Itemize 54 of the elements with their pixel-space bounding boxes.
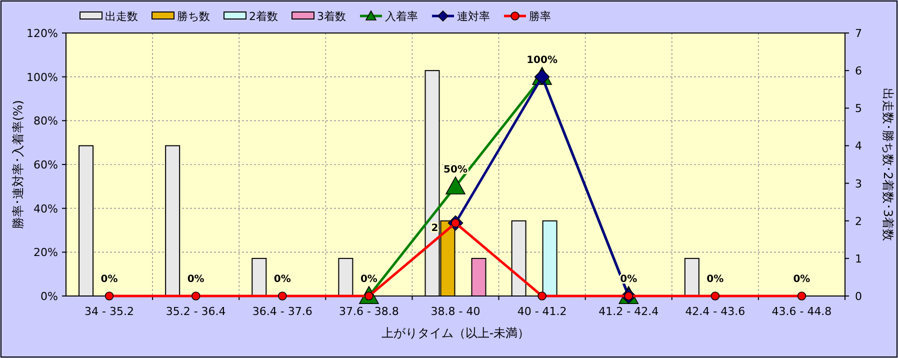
point	[538, 292, 546, 300]
x-axis-title: 上がりタイム（以上-未満）	[381, 326, 530, 340]
data-label: 100%	[526, 54, 558, 66]
x-tick-label: 38.8 - 40	[430, 305, 480, 318]
x-tick-label: 34 - 35.2	[84, 305, 134, 318]
data-label: 50%	[444, 164, 468, 176]
legend-label: 3着数	[317, 10, 346, 23]
legend-label: 出走数	[105, 10, 138, 23]
legend-label: 連対率	[457, 10, 490, 23]
y2-tick-label: 7	[855, 27, 862, 40]
x-tick-label: 41.2 - 42.4	[598, 305, 659, 318]
x-tick-label: 36.4 - 37.6	[252, 305, 312, 318]
x-tick-label: 35.2 - 36.4	[166, 305, 226, 318]
data-label: 0%	[274, 274, 291, 285]
legend-label: 勝率	[529, 10, 551, 23]
bar	[165, 145, 180, 296]
y2-tick-label: 5	[855, 102, 862, 116]
data-label: 0%	[706, 274, 724, 285]
bar	[252, 258, 267, 296]
y-tick-label: 60%	[34, 158, 58, 172]
y2-tick-label: 0	[855, 290, 862, 303]
point	[710, 292, 720, 300]
legend-label: 入着率	[385, 10, 418, 23]
point	[797, 292, 806, 300]
y-tick-label: 20%	[34, 246, 58, 260]
y2-axis-title: 出走数･勝ち数･2着数･3着数	[881, 88, 895, 242]
data-label: 0%	[360, 274, 378, 285]
data-label: 0%	[793, 274, 810, 285]
x-tick-label: 40 - 41.2	[517, 305, 567, 318]
legend-label: 勝ち数	[177, 10, 210, 23]
y2-tick-label: 3	[855, 177, 862, 190]
data-label: 0%	[187, 274, 204, 285]
y2-tick-label: 1	[855, 252, 862, 266]
y2-tick-label: 6	[855, 64, 862, 78]
legend-label: 2着数	[249, 10, 278, 23]
x-tick-label: 37.6 - 38.8	[338, 305, 399, 318]
y-tick-label: 40%	[34, 202, 58, 216]
y-tick-label: 80%	[34, 114, 58, 128]
point	[278, 292, 287, 300]
data-label: 2	[431, 222, 438, 234]
y-tick-label: 100%	[26, 70, 58, 84]
bar	[338, 258, 354, 296]
y-tick-label: 120%	[26, 27, 58, 40]
data-label: 0%	[100, 274, 118, 285]
y2-tick-label: 2	[855, 214, 862, 228]
x-tick-label: 43.6 - 44.8	[772, 305, 832, 318]
bar	[684, 258, 700, 296]
point	[191, 292, 200, 300]
point	[446, 176, 466, 194]
y2-tick-label: 4	[855, 140, 862, 153]
x-tick-label: 42.4 - 43.6	[685, 305, 746, 318]
point	[104, 292, 114, 300]
y-axis-title: 勝率･連対率･入着率(%)	[11, 100, 25, 229]
y-tick-label: 0%	[40, 290, 58, 303]
